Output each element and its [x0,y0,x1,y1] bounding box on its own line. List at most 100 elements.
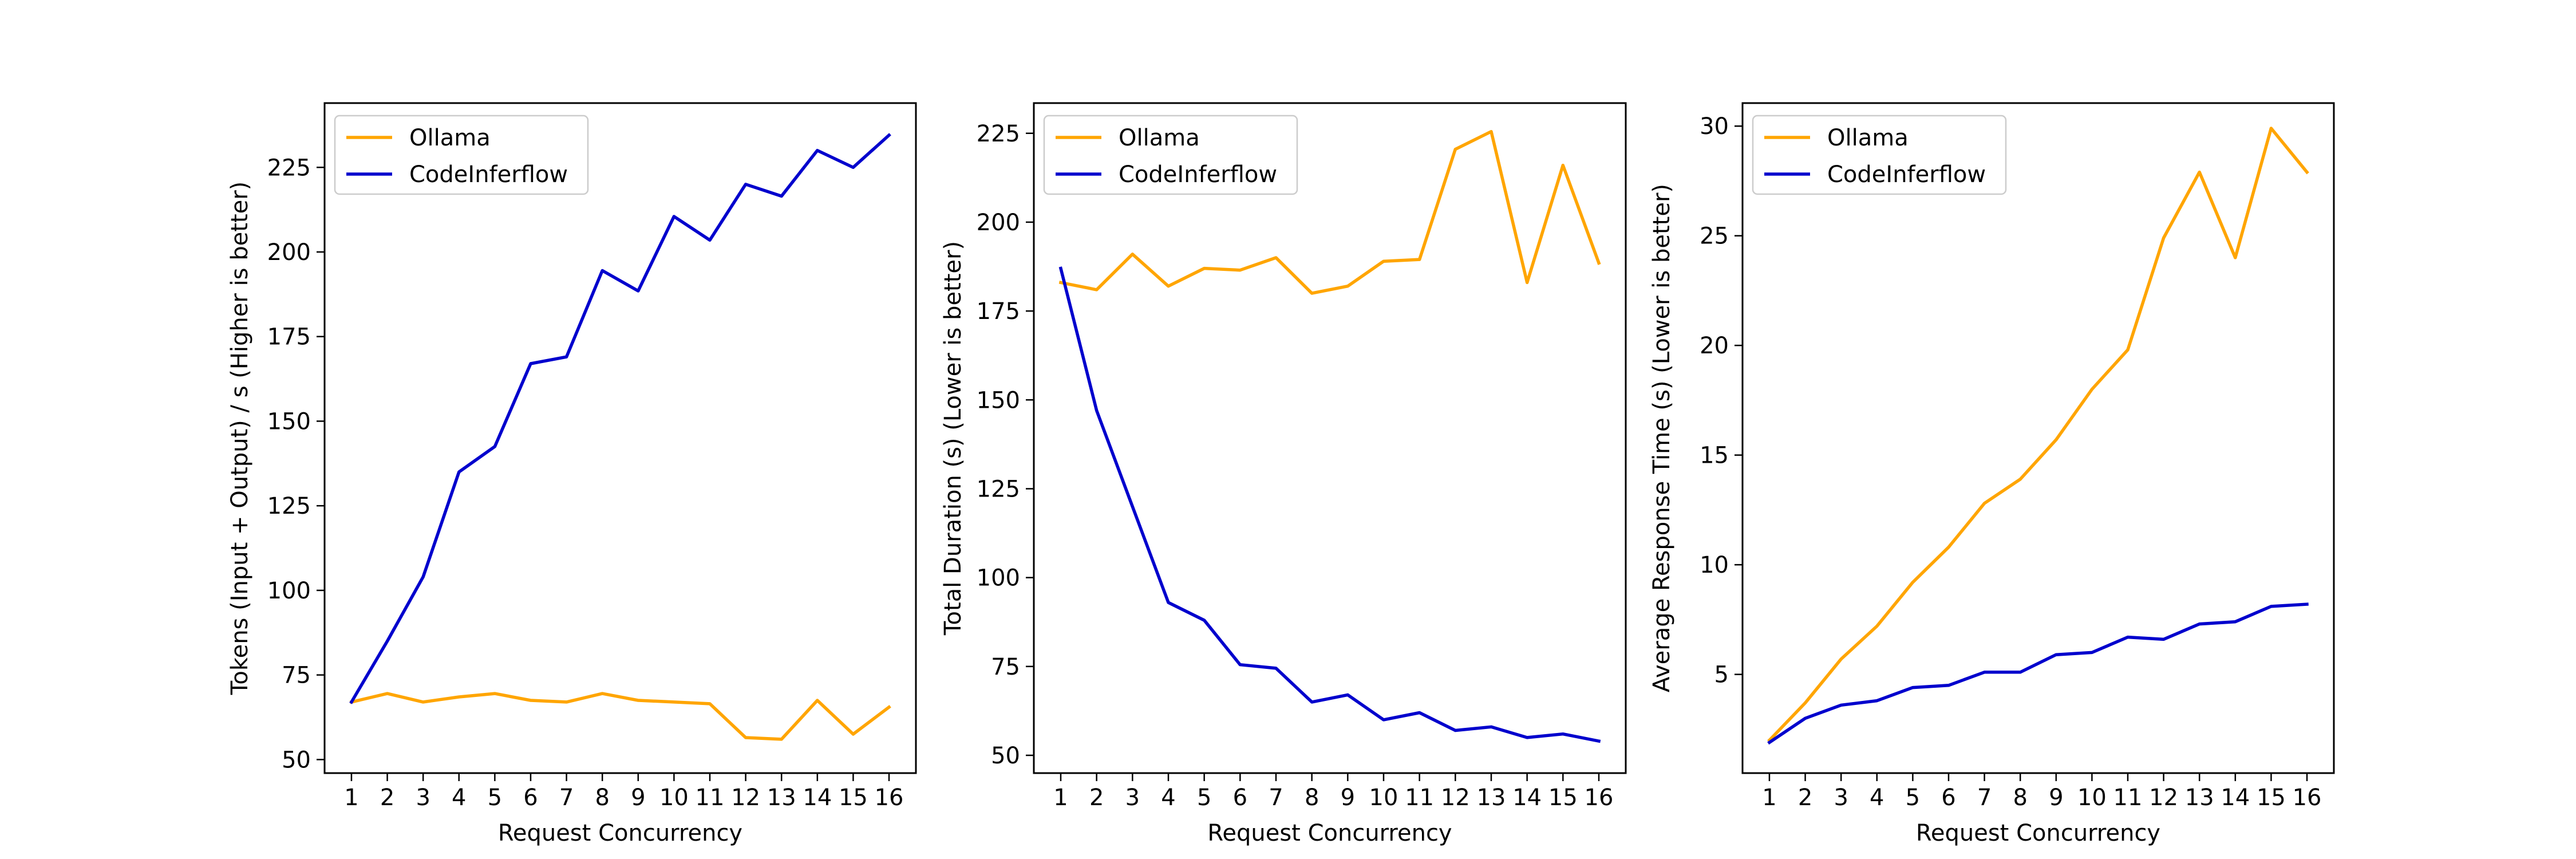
legend: Ollama CodeInferflow [334,115,589,195]
y-tick-label: 50 [991,743,1020,769]
x-tick-label: 11 [1405,785,1434,811]
y-tick-label: 125 [267,493,311,519]
x-tick-label: 8 [1305,785,1319,811]
x-tick-label: 5 [488,785,502,811]
x-tick-label: 5 [1197,785,1211,811]
y-tick-label: 150 [267,408,311,435]
x-tick-label: 7 [1269,785,1283,811]
x-tick-label: 14 [1512,785,1542,811]
y-tick-label: 25 [1700,223,1729,250]
x-tick-label: 15 [2257,785,2286,811]
y-tick-label: 10 [1700,552,1729,578]
x-tick-label: 15 [839,785,868,811]
x-tick-label: 4 [1870,785,1884,811]
x-tick-label: 6 [1941,785,1955,811]
x-tick-label: 13 [767,785,796,811]
x-tick-label: 1 [1053,785,1068,811]
legend-label-ollama: Ollama [1827,125,1909,151]
series-line-ollama [349,692,891,741]
y-axis-label: Tokens (Input + Output) / s (Higher is b… [227,182,253,696]
legend-box [334,115,589,195]
x-tick-label: 9 [2049,785,2063,811]
series-line-ollama [1767,127,2309,743]
x-tick-label: 8 [595,785,609,811]
x-tick-label: 13 [1477,785,1506,811]
legend: Ollama CodeInferflow [1752,115,2007,195]
x-axis-label: Request Concurrency [1207,820,1452,846]
y-tick-label: 50 [282,747,311,773]
x-tick-label: 1 [1762,785,1776,811]
y-axis-label: Average Response Time (s) (Lower is bett… [1649,184,1675,692]
y-tick-label: 175 [267,324,311,350]
x-tick-label: 4 [452,785,466,811]
x-tick-label: 10 [659,785,689,811]
series-line-codeinferflow [1058,266,1601,743]
x-tick-label: 9 [631,785,645,811]
chart-panel-1: 1 2 3 4 5 6 7 8 9 10 11 12 13 14 15 1650751001251501752… [227,102,917,846]
y-tick-label: 175 [977,298,1020,325]
x-tick-label: 3 [1125,785,1140,811]
y-tick-label: 20 [1700,333,1729,359]
x-tick-label: 2 [1089,785,1104,811]
x-tick-label: 16 [1585,785,1614,811]
x-tick-label: 14 [803,785,832,811]
x-tick-label: 4 [1161,785,1175,811]
legend-label-ollama: Ollama [1119,125,1200,151]
x-tick-label: 2 [380,785,394,811]
x-tick-label: 2 [1798,785,1812,811]
x-tick-label: 1 [344,785,358,811]
legend-label-codeinferflow: CodeInferflow [1119,161,1277,188]
x-tick-label: 6 [1233,785,1247,811]
y-tick-label: 15 [1700,443,1729,469]
x-tick-label: 13 [2185,785,2214,811]
x-tick-label: 12 [2149,785,2178,811]
axes-frame [1741,102,2335,774]
y-tick-label: 200 [977,210,1020,236]
y-tick-label: 150 [977,387,1020,413]
x-tick-label: 10 [1369,785,1398,811]
legend-box [1752,115,2007,195]
legend-box [1043,115,1298,195]
legend: Ollama CodeInferflow [1043,115,1298,195]
x-tick-label: 10 [2077,785,2107,811]
x-tick-label: 6 [523,785,538,811]
x-axis-label: Request Concurrency [498,820,742,846]
y-tick-label: 100 [977,565,1020,592]
x-tick-label: 9 [1341,785,1355,811]
x-tick-label: 3 [1834,785,1848,811]
chart-panel-2: 1 2 3 4 5 6 7 8 9 10 11 12 13 14 15 1650751001251501752… [940,102,1627,846]
axes-frame [1033,102,1627,774]
legend-label-codeinferflow: CodeInferflow [1827,161,1986,188]
x-axis-label: Request Concurrency [1916,820,2160,846]
x-tick-label: 7 [1977,785,1992,811]
x-tick-label: 16 [2293,785,2322,811]
series-line-ollama [1058,129,1601,295]
x-tick-label: 16 [875,785,904,811]
x-tick-label: 5 [1906,785,1920,811]
x-tick-label: 11 [2113,785,2143,811]
x-tick-label: 3 [416,785,430,811]
x-tick-label: 14 [2221,785,2250,811]
x-tick-label: 11 [696,785,725,811]
legend-label-codeinferflow: CodeInferflow [409,161,568,188]
y-tick-label: 200 [267,239,311,266]
y-tick-label: 75 [991,654,1020,680]
y-tick-label: 5 [1714,662,1729,688]
series-line-codeinferflow [349,133,891,704]
chart-panel-3: 1 2 3 4 5 6 7 8 9 10 11 12 13 14 15 1651015202530Reques… [1649,102,2335,846]
x-tick-label: 8 [2013,785,2027,811]
legend-label-ollama: Ollama [409,125,491,151]
series-line-codeinferflow [1767,602,2309,745]
x-tick-label: 12 [1441,785,1470,811]
x-tick-label: 7 [559,785,574,811]
x-tick-label: 15 [1548,785,1578,811]
y-axis-label: Total Duration (s) (Lower is better) [940,241,966,636]
y-tick-label: 75 [282,663,311,689]
y-tick-label: 100 [267,578,311,604]
y-tick-label: 225 [267,155,311,181]
y-tick-label: 125 [977,476,1020,502]
y-tick-label: 30 [1700,113,1729,140]
axes-frame [323,102,917,774]
y-tick-label: 225 [977,121,1020,147]
